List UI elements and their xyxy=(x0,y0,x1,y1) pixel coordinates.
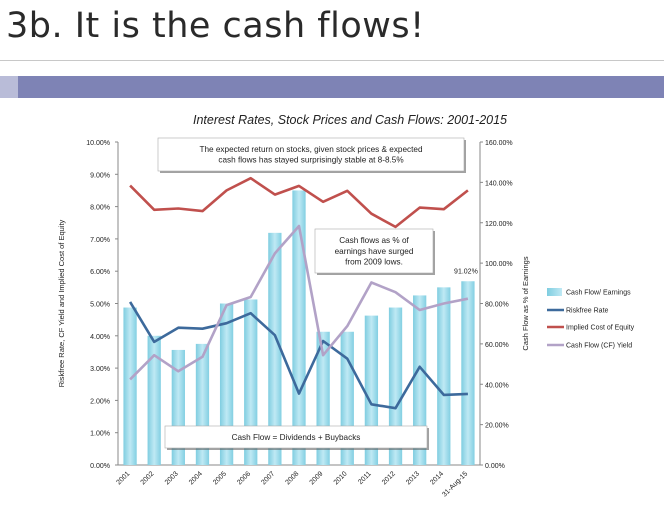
bar xyxy=(388,307,403,465)
right-tick-label: 120.00% xyxy=(485,221,513,228)
bar xyxy=(244,299,258,465)
line-riskfree-rate xyxy=(128,301,468,410)
bar xyxy=(413,295,427,465)
annotations: The expected return on stocks, given sto… xyxy=(157,137,466,450)
annotation-box xyxy=(164,425,428,449)
legend-item: Implied Cost of Equity xyxy=(547,325,635,332)
legend-item: Cash Flow/ Earnings xyxy=(547,288,631,297)
x-tick-label: 2011 xyxy=(357,470,373,486)
y-axis-right-title: Cash Flow as % of Earnings xyxy=(521,256,530,350)
bar-data-label: 91.02% xyxy=(454,268,478,275)
annotation-stable-return: The expected return on stocks, given sto… xyxy=(157,137,466,173)
legend-label: Cash Flow (CF) Yield xyxy=(566,343,632,350)
bar xyxy=(219,303,234,465)
left-tick-label: 4.00% xyxy=(90,334,110,341)
legend: Cash Flow/ Earnings Riskfree Rate Implied … xyxy=(547,288,635,350)
x-tick-label: 2006 xyxy=(236,470,252,486)
slide-title: 3b. It is the cash flows! xyxy=(6,6,425,46)
chart-title: Interest Rates, Stock Prices and Cash Fl… xyxy=(193,113,507,127)
right-tick-label: 0.00% xyxy=(485,463,505,470)
left-tick-label: 2.00% xyxy=(90,398,110,405)
left-tick-label: 1.00% xyxy=(90,431,110,438)
annotation-text: from 2009 lows. xyxy=(345,258,403,267)
left-tick-label: 7.00% xyxy=(90,237,110,244)
x-tick-label: 2009 xyxy=(309,470,325,486)
line-cash-flow-cf-yield xyxy=(129,224,469,381)
x-tick-label: 2010 xyxy=(333,470,349,486)
legend-label: Cash Flow/ Earnings xyxy=(566,290,631,297)
y-axis-left-title: Riskfree Rate, CF Yield and Implied Cost… xyxy=(57,219,66,387)
x-tick-label: 2014 xyxy=(429,470,445,486)
left-tick-label: 8.00% xyxy=(90,205,110,212)
header-band-edge xyxy=(0,76,18,98)
bar xyxy=(437,287,451,465)
left-tick-label: 10.00% xyxy=(86,140,110,147)
title-divider xyxy=(0,60,664,61)
annotation-box xyxy=(157,137,465,172)
annotation-cash-flow-definition: Cash Flow = Dividends + Buybacks xyxy=(164,425,429,450)
bar xyxy=(147,335,161,465)
annotation-text: cash flows has stayed surprisingly stabl… xyxy=(218,156,403,165)
left-tick-label: 6.00% xyxy=(90,269,110,276)
right-tick-label: 80.00% xyxy=(485,302,509,309)
header-band xyxy=(0,76,664,98)
annotation-text: earnings have surged xyxy=(335,247,414,256)
bar xyxy=(292,190,306,465)
x-tick-label: 2004 xyxy=(188,470,204,486)
x-tick-label: 2007 xyxy=(260,470,276,486)
bar xyxy=(268,232,282,465)
x-tick-label: 2001 xyxy=(116,470,132,486)
x-tick-label: 2003 xyxy=(164,470,180,486)
legend-label: Implied Cost of Equity xyxy=(566,325,635,332)
line-series xyxy=(128,176,469,410)
x-tick-label: 2012 xyxy=(381,470,397,486)
right-tick-label: 20.00% xyxy=(485,423,509,430)
bar xyxy=(461,281,475,465)
left-tick-label: 5.00% xyxy=(90,302,110,309)
left-tick-label: 9.00% xyxy=(90,172,110,179)
bar xyxy=(123,307,137,465)
x-tick-label: 31-Aug-15 xyxy=(441,470,469,498)
annotation-box xyxy=(314,228,434,274)
legend-swatch xyxy=(547,288,562,296)
x-tick-label: 2013 xyxy=(405,470,421,486)
right-tick-label: 100.00% xyxy=(485,261,513,268)
right-tick-label: 160.00% xyxy=(485,140,513,147)
x-tick-label: 2002 xyxy=(140,470,156,486)
legend-label: Riskfree Rate xyxy=(566,308,609,315)
annotation-text: Cash flows as % of xyxy=(339,236,409,245)
legend-item: Cash Flow (CF) Yield xyxy=(547,343,632,350)
annotation-text: The expected return on stocks, given sto… xyxy=(200,145,423,154)
right-tick-label: 140.00% xyxy=(485,180,513,187)
right-tick-label: 40.00% xyxy=(485,382,509,389)
legend-item: Riskfree Rate xyxy=(547,308,609,315)
annotation-cash-flow-surge: Cash flows as % of earnings have surged fr… xyxy=(314,228,435,275)
line-implied-cost-of-equity xyxy=(129,176,469,229)
left-tick-label: 0.00% xyxy=(90,463,110,470)
right-tick-label: 60.00% xyxy=(485,342,509,349)
annotation-text: Cash Flow = Dividends + Buybacks xyxy=(232,433,361,442)
x-tick-label: 2005 xyxy=(212,470,228,486)
left-tick-label: 3.00% xyxy=(90,366,110,373)
x-tick-label: 2008 xyxy=(284,470,300,486)
